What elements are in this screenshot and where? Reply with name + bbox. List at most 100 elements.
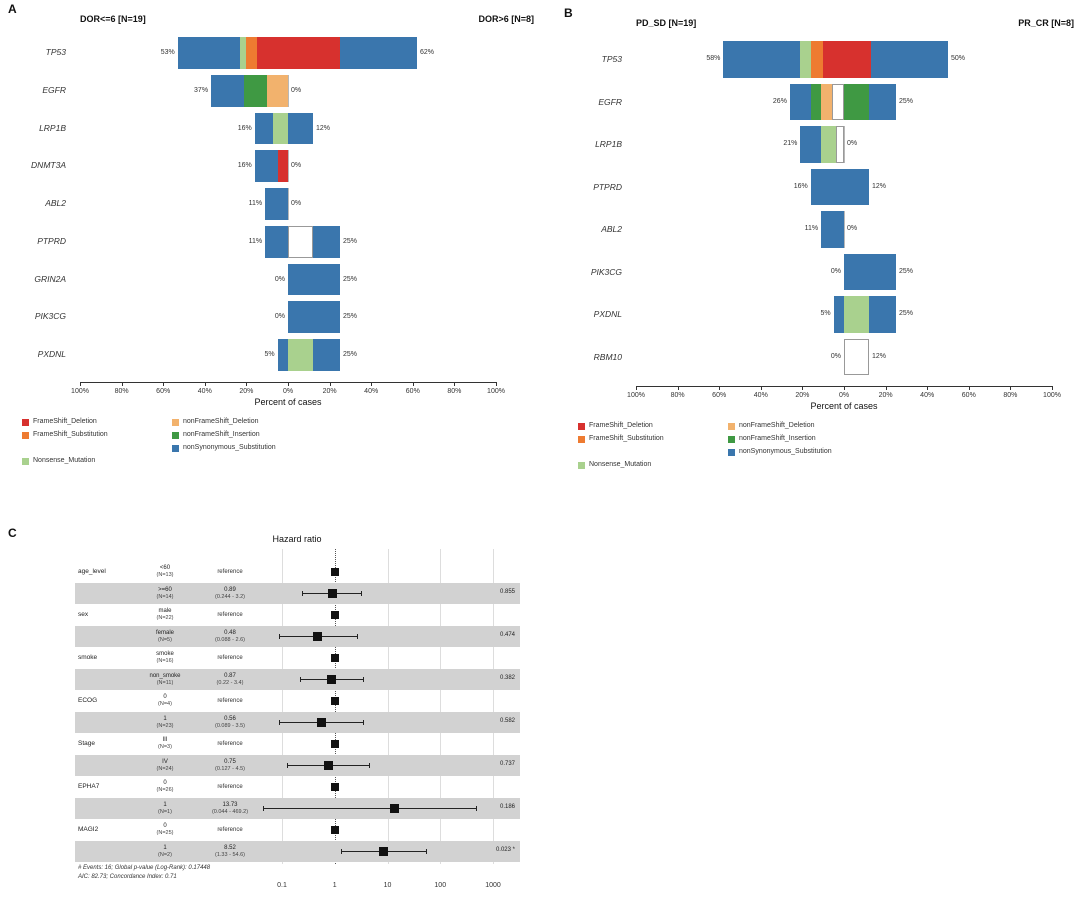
- mutation-segment-nonSynonymous_Substitution: [265, 188, 288, 220]
- hr-point-square: [323, 760, 333, 770]
- level-label: III: [162, 737, 168, 744]
- panel-b-tornado-chart: B PD_SD [N=19] PR_CR [N=8] TP53 58% 50% EGF…: [556, 4, 1080, 510]
- gene-row-EGFR: EGFR 37% 0%: [0, 72, 540, 110]
- left-percent-label: 37%: [194, 86, 209, 94]
- ci-cap-low: [341, 849, 343, 855]
- legend-swatch-Nonsense_Mutation: [22, 458, 29, 465]
- mutation-segment-nonSynonymous_Substitution: [821, 211, 844, 248]
- mutation-segment-FrameShift_Substitution: [246, 37, 257, 69]
- right-bar: [288, 339, 340, 371]
- hr-estimate: 13.73: [222, 801, 238, 808]
- reference-label: reference: [217, 697, 243, 704]
- gene-label: PXDNL: [37, 349, 66, 360]
- right-percent-label: 25%: [899, 267, 914, 275]
- mutation-segment-FrameShift_Deletion: [844, 41, 872, 78]
- level-cell: <60 (N=13): [130, 561, 200, 583]
- right-bar: [844, 168, 869, 205]
- level-cell: 1 (N=2): [130, 841, 200, 863]
- left-percent-label: 26%: [772, 97, 787, 105]
- level-cell: >=60 (N=14): [130, 583, 200, 605]
- gene-row-EGFR: EGFR 26% 25%: [556, 81, 1080, 124]
- hr-reference-square: [330, 696, 339, 705]
- shaded-row-band: [75, 840, 520, 862]
- hr-point-square: [316, 717, 326, 727]
- panel-b-left-group-title: PD_SD [N=19]: [636, 18, 697, 28]
- mutation-segment-nonSynonymous_Substitution: [312, 339, 340, 371]
- mutation-segment-FrameShift_Deletion: [277, 150, 288, 183]
- left-percent-label: 11%: [248, 200, 263, 208]
- mutation-segment-nonSynonymous_Substitution: [277, 339, 288, 371]
- reference-line-hr1: [334, 549, 336, 864]
- legend-label: nonFrameShift_Deletion: [739, 422, 815, 429]
- mutation-segment-nonSynonymous_Substitution: [871, 41, 948, 78]
- x-axis-tick: [163, 382, 165, 386]
- x-axis-tick-label: 60%: [712, 392, 727, 399]
- level-label: >=60: [158, 586, 172, 593]
- x-axis-title: Percent of cases: [810, 401, 878, 411]
- level-n: (N=3): [158, 744, 172, 751]
- mutation-segment-FrameShift_Substitution: [810, 41, 824, 78]
- gene-row-PXDNL: PXDNL 5% 25%: [556, 293, 1080, 336]
- left-percent-label: 53%: [160, 49, 175, 56]
- level-label: 1: [163, 801, 167, 808]
- left-percent-label: 5%: [820, 310, 831, 317]
- mutation-segment-nonSynonymous_Substitution: [254, 112, 274, 145]
- ci-cap-low: [287, 763, 289, 769]
- mutation-segment-FrameShift_Deletion: [256, 37, 288, 69]
- hr-ci: (0.088 - 2.6): [215, 636, 245, 643]
- reference-label: reference: [217, 568, 243, 575]
- legend-item-nonSynonymous_Substitution: nonSynonymous_Substitution: [172, 444, 320, 455]
- x-axis-tick-label: 100%: [71, 388, 89, 395]
- level-cell: male (N=22): [130, 604, 200, 626]
- level-cell: 0 (N=25): [130, 819, 200, 841]
- estimate-cell: 0.56 (0.089 - 3.5): [190, 712, 270, 734]
- level-label: female: [155, 629, 174, 636]
- right-percent-label: 0%: [291, 162, 302, 170]
- variable-label: sex: [78, 610, 89, 618]
- x-axis-tick: [496, 382, 497, 386]
- mutation-segment-nonSynonymous_Substitution: [800, 126, 822, 163]
- ci-cap-high: [362, 677, 364, 683]
- x-axis-tick-label: 1: [332, 882, 337, 889]
- right-percent-label: 12%: [871, 182, 886, 190]
- level-cell: III (N=3): [130, 733, 200, 755]
- mutation-segment-nonFrameShift_Deletion: [821, 83, 832, 120]
- level-cell: smoke (N=16): [130, 647, 200, 669]
- mutation-segment-nonSynonymous_Substitution: [254, 150, 278, 183]
- mutation-segment-nonSynonymous_Substitution: [723, 41, 801, 78]
- mutation-segment-Unknown: [844, 338, 869, 375]
- level-cell: 0 (N=4): [130, 690, 200, 712]
- right-percent-label: 25%: [899, 310, 914, 317]
- gene-label: LRP1B: [39, 122, 66, 133]
- legend-swatch-nonFrameShift_Insertion: [728, 436, 735, 443]
- estimate-cell: 13.73 (0.044 - 469.2): [190, 798, 270, 820]
- mutation-segment-nonSynonymous_Substitution: [868, 296, 896, 333]
- left-percent-label: 21%: [783, 140, 798, 147]
- legend-item-nonSynonymous_Substitution: nonSynonymous_Substitution: [728, 448, 876, 459]
- left-bar: [800, 126, 844, 163]
- right-percent-label: 25%: [343, 313, 358, 321]
- variable-label: ECOG: [78, 696, 98, 704]
- x-axis-tick-label: 20%: [795, 392, 810, 399]
- legend-label: FrameShift_Deletion: [33, 418, 97, 425]
- right-bar: [288, 263, 340, 296]
- left-bar: [810, 168, 844, 205]
- legend-item-FrameShift_Deletion: FrameShift_Deletion: [578, 422, 726, 433]
- mutation-segment-nonSynonymous_Substitution: [288, 263, 340, 296]
- legend-swatch-nonFrameShift_Deletion: [728, 423, 735, 430]
- gene-row-PTPRD: PTPRD 16% 12%: [556, 166, 1080, 209]
- hr-estimate: 0.89: [224, 586, 236, 593]
- x-axis-tick-label: 60%: [961, 392, 976, 399]
- gene-label: ABL2: [601, 224, 622, 234]
- level-n: (N=5): [158, 636, 172, 643]
- ci-cap-low: [263, 806, 265, 812]
- legend-item-nonFrameShift_Insertion: nonFrameShift_Insertion: [728, 435, 876, 446]
- reference-label: reference: [217, 826, 243, 833]
- x-axis-tick-label: 0.1: [277, 882, 287, 889]
- zero-axis-line: [844, 126, 845, 163]
- legend-label: nonFrameShift_Insertion: [739, 435, 816, 442]
- x-axis-tick-label: 60%: [405, 388, 420, 395]
- hr-ci: (0.22 - 3.4): [216, 679, 244, 686]
- level-n: (N=14): [156, 593, 174, 600]
- x-axis-tick-label: 100%: [1043, 392, 1061, 399]
